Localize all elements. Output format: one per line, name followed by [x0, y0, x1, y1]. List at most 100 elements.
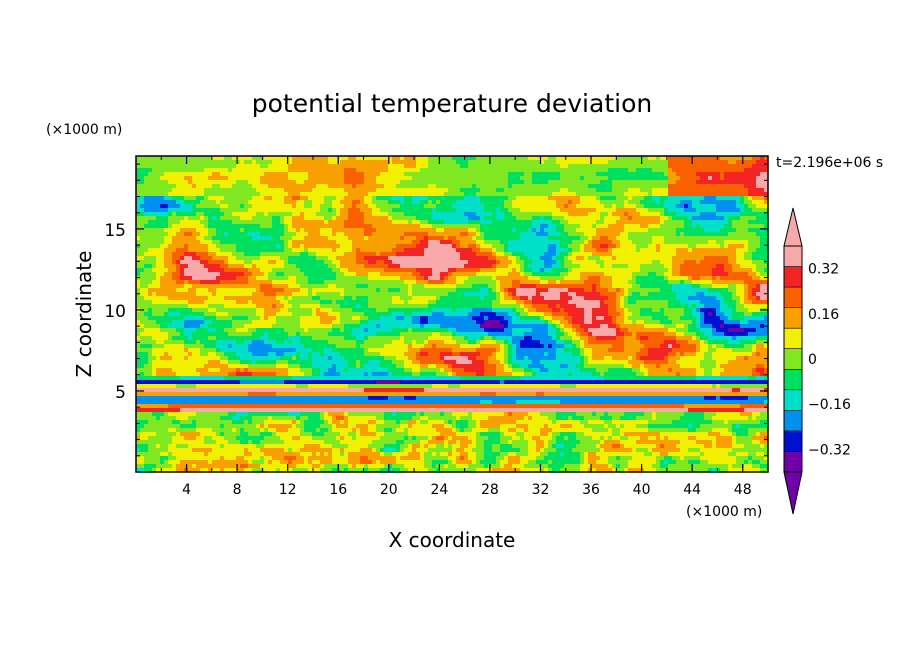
field-cell	[188, 180, 193, 185]
field-cell	[560, 248, 565, 253]
field-cell	[224, 192, 229, 197]
field-cell	[356, 204, 361, 209]
field-cell	[408, 232, 413, 237]
field-cell	[344, 256, 349, 261]
field-cell	[200, 252, 205, 257]
field-cell	[448, 256, 453, 261]
field-cell	[596, 200, 601, 205]
field-cell	[164, 176, 169, 181]
field-cell	[160, 236, 165, 241]
field-cell	[664, 184, 669, 189]
field-cell	[184, 204, 189, 209]
field-cell	[584, 264, 589, 269]
field-cell	[192, 280, 197, 285]
field-cell	[512, 192, 517, 197]
field-cell	[228, 168, 233, 173]
field-cell	[492, 200, 497, 205]
field-cell	[764, 232, 768, 237]
field-cell	[492, 224, 497, 229]
field-cell	[368, 232, 373, 237]
field-cell	[628, 208, 633, 213]
field-cell	[640, 240, 645, 245]
field-cell	[712, 248, 717, 253]
field-cell	[420, 244, 425, 249]
field-cell	[168, 260, 173, 265]
field-cell	[292, 236, 297, 241]
field-cell	[708, 208, 713, 213]
field-cell	[572, 220, 577, 225]
field-cell	[148, 196, 153, 201]
field-cell	[608, 216, 613, 221]
field-cell	[496, 260, 501, 265]
field-cell	[648, 160, 653, 165]
field-cell	[244, 172, 249, 177]
field-cell	[164, 264, 169, 269]
field-cell	[608, 260, 613, 265]
field-cell	[504, 184, 509, 189]
field-cell	[556, 228, 561, 233]
field-cell	[480, 248, 485, 253]
field-cell	[396, 212, 401, 217]
field-cell	[576, 248, 581, 253]
field-cell	[680, 168, 685, 173]
field-cell	[684, 264, 689, 269]
field-cell	[176, 208, 181, 213]
field-cell	[400, 256, 405, 261]
field-cell	[648, 232, 653, 237]
field-cell	[316, 236, 321, 241]
field-cell	[156, 272, 161, 277]
field-cell	[440, 240, 445, 245]
field-cell	[452, 188, 457, 193]
field-cell	[144, 272, 149, 277]
field-cell	[524, 244, 529, 249]
field-cell	[564, 252, 569, 257]
field-cell	[344, 268, 349, 273]
field-cell	[180, 200, 185, 205]
field-cell	[148, 200, 153, 205]
field-cell	[588, 172, 593, 177]
field-cell	[576, 264, 581, 269]
field-cell	[144, 228, 149, 233]
field-cell	[612, 248, 617, 253]
field-cell	[252, 172, 257, 177]
field-cell	[696, 224, 701, 229]
field-cell	[208, 236, 213, 241]
field-cell	[668, 212, 673, 217]
field-cell	[264, 264, 269, 269]
field-cell	[488, 260, 493, 265]
field-cell	[572, 188, 577, 193]
field-cell	[564, 224, 569, 229]
field-cell	[696, 180, 701, 185]
field-cell	[732, 192, 737, 197]
field-cell	[628, 272, 633, 277]
field-cell	[400, 264, 405, 269]
field-cell	[556, 220, 561, 225]
field-cell	[136, 164, 141, 169]
field-cell	[740, 248, 745, 253]
field-cell	[236, 232, 241, 237]
field-cell	[440, 264, 445, 269]
field-cell	[188, 212, 193, 217]
field-cell	[384, 256, 389, 261]
field-cell	[640, 184, 645, 189]
field-cell	[552, 216, 557, 221]
field-cell	[440, 212, 445, 217]
field-cell	[748, 188, 753, 193]
field-cell	[716, 204, 721, 209]
field-cell	[668, 220, 673, 225]
field-cell	[540, 276, 545, 281]
field-cell	[724, 196, 729, 201]
field-cell	[440, 220, 445, 225]
field-cell	[468, 216, 473, 221]
field-cell	[300, 208, 305, 213]
field-cell	[140, 240, 145, 245]
field-cell	[444, 276, 449, 281]
field-cell	[524, 236, 529, 241]
field-cell	[640, 232, 645, 237]
field-cell	[452, 208, 457, 213]
field-cell	[764, 196, 768, 201]
field-cell	[688, 192, 693, 197]
field-cell	[340, 164, 345, 169]
field-cell	[556, 224, 561, 229]
field-cell	[684, 192, 689, 197]
